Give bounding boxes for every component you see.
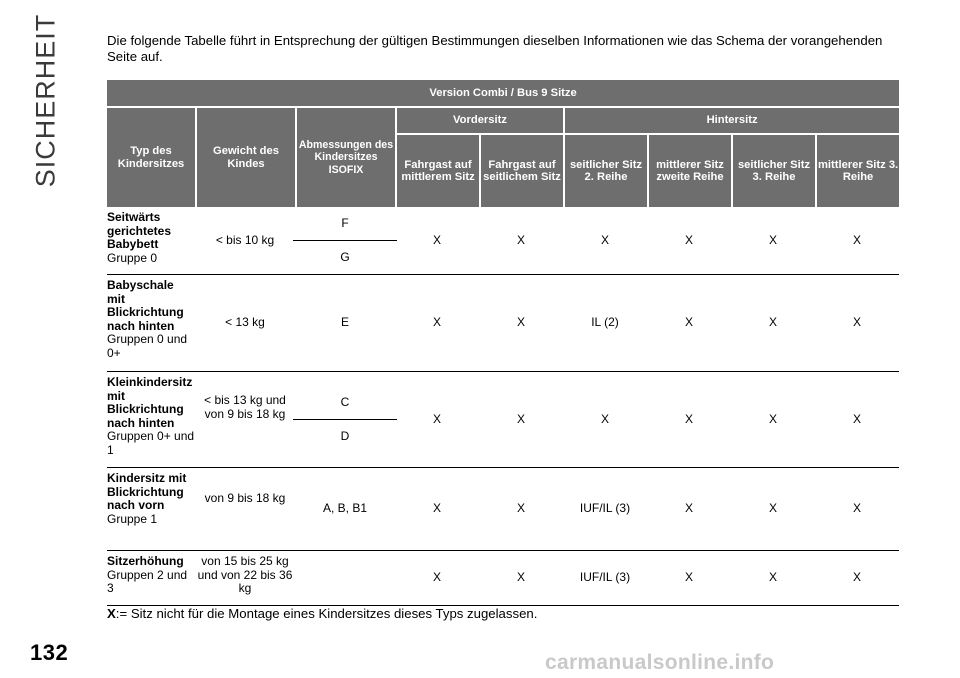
header-side-row2: seitlicher Sitz 2. Reihe: [563, 135, 647, 207]
header-front-group: Vordersitz: [395, 108, 563, 135]
legend-note: X:= Sitz nicht für die Montage eines Kin…: [107, 606, 537, 621]
cell-value: IL (2): [563, 275, 647, 372]
row-weight: < 13 kg: [195, 275, 295, 372]
header-side-row3: seitlicher Sitz 3. Reihe: [731, 135, 815, 207]
header-dimensions: Abmessungen des Kindersitzes ISOFIX: [295, 108, 395, 207]
cell-value: IUF/IL (3): [563, 551, 647, 606]
cell-value: X: [731, 275, 815, 372]
cell-value: X: [479, 275, 563, 372]
table-row: Kleinkindersitz mit Blickrichtung nach h…: [107, 372, 900, 468]
cell-value: X: [815, 372, 900, 468]
header-weight: Gewicht des Kindes: [195, 108, 295, 207]
cell-value: X: [815, 468, 900, 551]
header-type: Typ des Kindersitzes: [107, 108, 195, 207]
cell-value: IUF/IL (3): [563, 468, 647, 551]
cell-value: X: [647, 275, 731, 372]
child-seat-table: Version Combi / Bus 9 Sitze Typ des Kind…: [107, 80, 900, 606]
cell-value: X: [479, 551, 563, 606]
legend-key: X: [107, 606, 116, 621]
cell-value: X: [731, 372, 815, 468]
cell-value: X: [815, 275, 900, 372]
row-type: Kleinkindersitz mit Blickrichtung nach h…: [107, 372, 195, 468]
section-title: SICHERHEIT: [30, 13, 61, 187]
row-dimensions: [295, 551, 395, 606]
cell-value: X: [731, 468, 815, 551]
cell-value: X: [395, 207, 479, 275]
cell-value: X: [731, 207, 815, 275]
row-type: Babyschale mit Blickrichtung nach hinten…: [107, 275, 195, 372]
row-weight: von 9 bis 18 kg: [195, 468, 295, 551]
legend-text: := Sitz nicht für die Montage eines Kind…: [115, 606, 538, 621]
table-row: Seitwärts gerichtetes Babybett Gruppe 0 <…: [107, 207, 900, 275]
row-weight: von 15 bis 25 kg und von 22 bis 36 kg: [195, 551, 295, 606]
cell-value: X: [647, 468, 731, 551]
intro-paragraph: Die folgende Tabelle führt in Entsprechu…: [107, 33, 883, 64]
row-dimensions: A, B, B1: [295, 468, 395, 551]
header-middle-row3: mittlerer Sitz 3. Reihe: [815, 135, 900, 207]
row-dimensions: E: [295, 275, 395, 372]
table-row: Kindersitz mit Blickrichtung nach vorn Gr…: [107, 468, 900, 551]
header-front-middle: Fahrgast auf mittlerem Sitz: [395, 135, 479, 207]
page-number: 132: [30, 640, 69, 665]
cell-value: X: [563, 372, 647, 468]
header-front-side: Fahrgast auf seitlichem Sitz: [479, 135, 563, 207]
cell-value: X: [647, 551, 731, 606]
cell-value: X: [647, 207, 731, 275]
header-middle-row2: mittlerer Sitz zweite Reihe: [647, 135, 731, 207]
watermark: carmanualsonline.info: [545, 651, 775, 674]
table-row: Babyschale mit Blickrichtung nach hinten…: [107, 275, 900, 372]
cell-value: X: [395, 551, 479, 606]
header-rear-group: Hintersitz: [563, 108, 900, 135]
row-weight: < bis 10 kg: [195, 207, 295, 275]
cell-value: X: [731, 551, 815, 606]
cell-value: X: [395, 372, 479, 468]
row-type: Sitzerhöhung Gruppen 2 und 3: [107, 551, 195, 606]
row-weight: < bis 13 kg und von 9 bis 18 kg: [195, 372, 295, 468]
cell-value: X: [815, 207, 900, 275]
cell-value: X: [563, 207, 647, 275]
cell-value: X: [395, 468, 479, 551]
cell-value: X: [479, 372, 563, 468]
cell-value: X: [815, 551, 900, 606]
cell-value: X: [479, 468, 563, 551]
version-title: Version Combi / Bus 9 Sitze: [107, 80, 900, 108]
table-row: Sitzerhöhung Gruppen 2 und 3 von 15 bis 2…: [107, 551, 900, 606]
row-type: Kindersitz mit Blickrichtung nach vorn Gr…: [107, 468, 195, 551]
cell-value: X: [647, 372, 731, 468]
cell-value: X: [479, 207, 563, 275]
cell-value: X: [395, 275, 479, 372]
row-type: Seitwärts gerichtetes Babybett Gruppe 0: [107, 207, 195, 275]
